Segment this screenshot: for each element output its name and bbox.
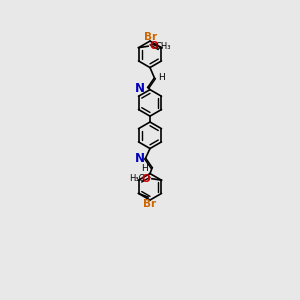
- Text: Br: Br: [143, 199, 156, 209]
- Text: O: O: [149, 41, 158, 51]
- Text: Br: Br: [144, 32, 157, 42]
- Text: N: N: [135, 82, 145, 95]
- Text: H₃C: H₃C: [129, 174, 144, 183]
- Text: O: O: [142, 174, 151, 184]
- Text: H: H: [158, 73, 165, 82]
- Text: N: N: [134, 152, 144, 165]
- Text: H: H: [141, 164, 148, 173]
- Text: CH₃: CH₃: [156, 42, 171, 51]
